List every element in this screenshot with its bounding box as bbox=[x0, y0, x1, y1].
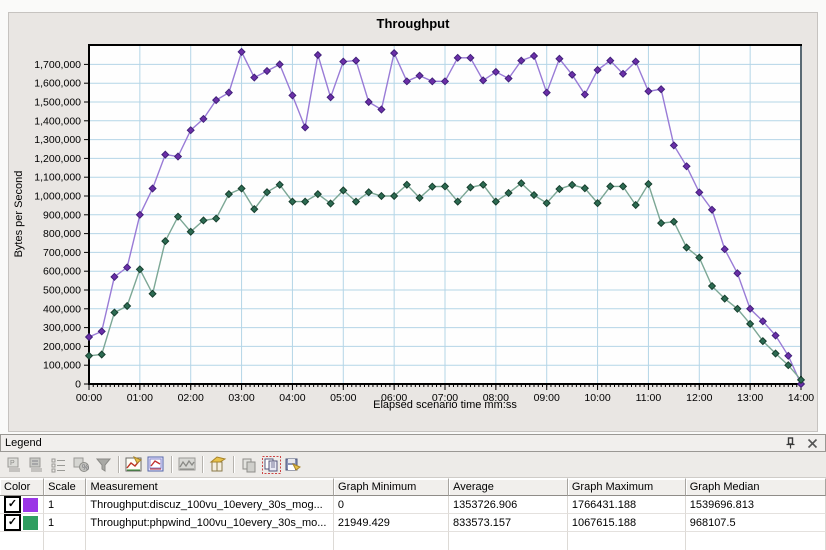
legend-titlebar: Legend bbox=[0, 434, 826, 452]
graph-settings-icon[interactable] bbox=[145, 454, 167, 475]
column-header-graph-minimum[interactable]: Graph Minimum bbox=[334, 478, 450, 496]
average-cell: 833573.157 bbox=[449, 514, 568, 532]
x-axis-title: Elapsed scenario time mm:ss bbox=[373, 399, 517, 411]
raw-data-icon[interactable] bbox=[176, 454, 198, 475]
pin-icon[interactable] bbox=[783, 436, 797, 450]
graph-minimum-cell: 0 bbox=[333, 496, 450, 514]
graph-minimum-cell: 21949.429 bbox=[333, 514, 450, 532]
legend-row[interactable]: ✓ 1 Throughput:phpwind_100vu_10every_30s_m… bbox=[0, 514, 826, 532]
legend-empty-row bbox=[0, 532, 826, 550]
legend-toolbar: P% bbox=[0, 452, 826, 478]
column-header-color[interactable]: Color bbox=[0, 478, 45, 496]
color-swatch bbox=[23, 515, 38, 530]
toolbar-separator bbox=[118, 456, 119, 473]
svg-text:600,000: 600,000 bbox=[43, 266, 81, 278]
svg-text:500,000: 500,000 bbox=[43, 285, 81, 297]
svg-text:00:00: 00:00 bbox=[76, 392, 102, 404]
svg-text:400,000: 400,000 bbox=[43, 303, 81, 315]
graph-maximum-cell: 1067615.188 bbox=[567, 514, 686, 532]
svg-text:0: 0 bbox=[75, 379, 81, 391]
average-cell: 1353726.906 bbox=[449, 496, 568, 514]
copy-icon[interactable] bbox=[260, 454, 282, 475]
svg-text:06:00: 06:00 bbox=[381, 392, 407, 404]
svg-text:%: % bbox=[82, 463, 89, 472]
svg-text:1,100,000: 1,100,000 bbox=[34, 172, 81, 184]
show-hide-legend-columns-icon[interactable] bbox=[48, 454, 70, 475]
toolbar-separator bbox=[171, 456, 172, 473]
legend-table-header: Color Scale Measurement Graph Minimum Averag… bbox=[0, 478, 826, 496]
measurement-checkbox[interactable]: ✓ bbox=[4, 496, 21, 513]
svg-text:05:00: 05:00 bbox=[330, 392, 356, 404]
chart-title: Throughput bbox=[376, 16, 450, 31]
legend-table: Color Scale Measurement Graph Minimum Averag… bbox=[0, 478, 826, 550]
graph-median-cell: 1539696.813 bbox=[685, 496, 826, 514]
throughput-graph-panel: 0 100,000 200,000 300,000 400,000 500,000 600,… bbox=[8, 12, 818, 432]
svg-text:1,000,000: 1,000,000 bbox=[34, 191, 81, 203]
column-header-measurement[interactable]: Measurement bbox=[86, 478, 335, 496]
export-graph-icon[interactable] bbox=[207, 454, 229, 475]
legend-row[interactable]: ✓ 1 Throughput:discuz_100vu_10every_30s_mo… bbox=[0, 496, 826, 514]
measurement-checkbox[interactable]: ✓ bbox=[4, 514, 21, 531]
svg-text:02:00: 02:00 bbox=[178, 392, 204, 404]
legend-panel: Legend P% Color Scale Measurem bbox=[0, 434, 826, 550]
svg-text:04:00: 04:00 bbox=[279, 392, 305, 404]
legend-preferences-icon[interactable]: % bbox=[70, 454, 92, 475]
svg-text:12:00: 12:00 bbox=[686, 392, 712, 404]
duplicate-icon[interactable] bbox=[238, 454, 260, 475]
svg-text:09:00: 09:00 bbox=[534, 392, 560, 404]
scale-cell: 1 bbox=[44, 514, 87, 532]
configure-measurements-icon[interactable]: P bbox=[4, 454, 26, 475]
svg-text:11:00: 11:00 bbox=[636, 392, 662, 404]
y-axis-title: Bytes per Second bbox=[13, 170, 25, 258]
svg-text:03:00: 03:00 bbox=[228, 392, 254, 404]
measurement-cell: Throughput:discuz_100vu_10every_30s_mog.… bbox=[86, 496, 334, 514]
svg-text:200,000: 200,000 bbox=[43, 341, 81, 353]
legend-title: Legend bbox=[5, 437, 42, 449]
svg-text:800,000: 800,000 bbox=[43, 228, 81, 240]
svg-text:1,500,000: 1,500,000 bbox=[34, 97, 81, 109]
svg-text:1,600,000: 1,600,000 bbox=[34, 78, 81, 90]
svg-text:P: P bbox=[10, 460, 15, 467]
measurement-cell: Throughput:phpwind_100vu_10every_30s_mo.… bbox=[86, 514, 334, 532]
toolbar-separator bbox=[233, 456, 234, 473]
svg-text:1,300,000: 1,300,000 bbox=[34, 134, 81, 146]
svg-text:1,200,000: 1,200,000 bbox=[34, 153, 81, 165]
svg-text:14:00: 14:00 bbox=[788, 392, 814, 404]
svg-text:10:00: 10:00 bbox=[584, 392, 610, 404]
edit-graph-icon[interactable] bbox=[123, 454, 145, 475]
column-header-graph-maximum[interactable]: Graph Maximum bbox=[567, 478, 686, 496]
close-icon[interactable] bbox=[805, 436, 819, 450]
svg-text:100,000: 100,000 bbox=[43, 360, 81, 372]
svg-text:13:00: 13:00 bbox=[737, 392, 763, 404]
sort-legend-icon[interactable] bbox=[26, 454, 48, 475]
column-header-graph-median[interactable]: Graph Median bbox=[685, 478, 826, 496]
scale-cell: 1 bbox=[44, 496, 87, 514]
filter-icon[interactable] bbox=[92, 454, 114, 475]
svg-text:1,700,000: 1,700,000 bbox=[34, 59, 81, 71]
graph-median-cell: 968107.5 bbox=[685, 514, 826, 532]
save-icon[interactable] bbox=[282, 454, 304, 475]
toolbar-separator bbox=[202, 456, 203, 473]
graph-maximum-cell: 1766431.188 bbox=[567, 496, 686, 514]
svg-text:300,000: 300,000 bbox=[43, 322, 81, 334]
svg-text:700,000: 700,000 bbox=[43, 247, 81, 259]
svg-text:1,400,000: 1,400,000 bbox=[34, 115, 81, 127]
throughput-chart: 0 100,000 200,000 300,000 400,000 500,000 600,… bbox=[34, 44, 814, 404]
color-swatch bbox=[23, 497, 38, 512]
svg-text:900,000: 900,000 bbox=[43, 209, 81, 221]
column-header-average[interactable]: Average bbox=[449, 478, 568, 496]
column-header-scale[interactable]: Scale bbox=[44, 478, 87, 496]
svg-text:01:00: 01:00 bbox=[127, 392, 153, 404]
svg-text:07:00: 07:00 bbox=[432, 392, 458, 404]
svg-text:08:00: 08:00 bbox=[483, 392, 509, 404]
